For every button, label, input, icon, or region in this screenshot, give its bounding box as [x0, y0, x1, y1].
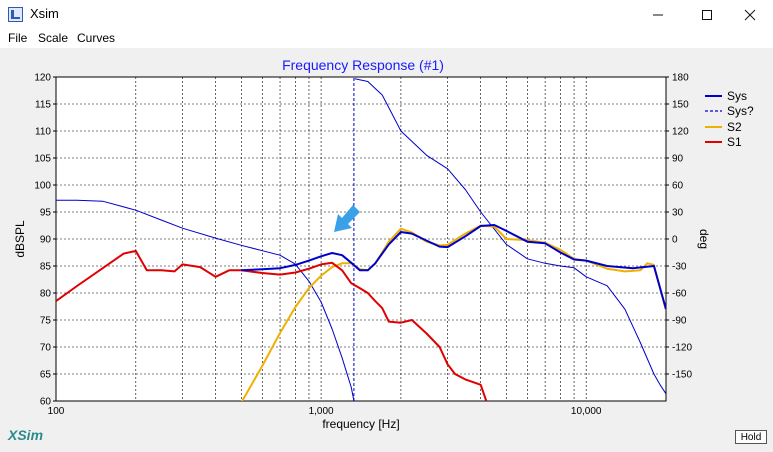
x-axis-label: frequency [Hz] [322, 417, 399, 431]
y-tick-label: 90 [40, 235, 52, 246]
close-button[interactable] [727, 0, 773, 30]
series-line-sys [241, 224, 666, 310]
close-icon [744, 9, 756, 21]
y-tick-label: 95 [40, 208, 52, 219]
y-tick-label: 65 [40, 370, 52, 381]
brand-logo: XSim [8, 427, 44, 443]
x-tick-label: 10,000 [571, 406, 602, 417]
y-tick-label: 105 [34, 154, 51, 165]
menu-curves[interactable]: Curves [77, 31, 116, 45]
hold-button[interactable]: Hold [735, 430, 767, 444]
plot-area: 60 65 70 75 80 85 90 95 100 105 110 115 120 -150 -120 -… [0, 48, 773, 447]
title-bar: Xsim [0, 0, 773, 30]
y2-tick-label: 0 [672, 235, 678, 246]
y-tick-label: 100 [34, 181, 51, 192]
legend-label: S2 [727, 120, 742, 134]
y2-tick-label: 30 [672, 208, 684, 219]
y-tick-label: 120 [34, 73, 51, 84]
y-tick-label: 115 [35, 100, 51, 111]
y2-tick-label: -150 [672, 370, 692, 381]
chart-title: Frequency Response (#1) [282, 57, 444, 73]
app-icon [8, 7, 23, 22]
y-tick-label: 110 [35, 127, 51, 138]
y2-tick-label: 90 [672, 154, 684, 165]
y-axis-label: dBSPL [13, 220, 27, 258]
y-tick-label: 75 [40, 316, 52, 327]
y2-tick-label: -60 [672, 289, 687, 300]
series-line-sys-phase-wrapped [354, 78, 666, 395]
y-tick-label: 80 [40, 289, 52, 300]
y2-tick-label: -90 [672, 316, 687, 327]
x-tick-label: 1,000 [309, 406, 334, 417]
y2-tick-label: 150 [672, 100, 689, 111]
y2-axis-label: deg [697, 229, 711, 249]
y2-tick-label: 60 [672, 181, 684, 192]
minimize-icon [653, 14, 663, 16]
y-tick-label: 60 [40, 397, 52, 408]
menu-scale[interactable]: Scale [38, 31, 69, 45]
minimize-button[interactable] [635, 0, 681, 30]
menu-file[interactable]: File [8, 31, 28, 45]
y2-tick-label: 120 [672, 127, 689, 138]
y2-tick-label: -30 [672, 262, 687, 273]
maximize-button[interactable] [684, 0, 730, 30]
legend-label: Sys? [727, 104, 754, 118]
y2-tick-label: -120 [672, 343, 692, 354]
legend-label: Sys [727, 89, 747, 103]
y2-tick-label: 180 [672, 73, 689, 84]
x-tick-label: 100 [48, 406, 65, 417]
menu-bar: File Scale Curves [0, 30, 773, 48]
maximize-icon [702, 10, 712, 20]
annotation-arrow-icon [334, 205, 360, 232]
window-title: Xsim [30, 6, 59, 21]
legend-label: S1 [727, 135, 742, 149]
y-tick-label: 85 [40, 262, 52, 273]
series-line-sys-phase [56, 199, 355, 401]
y-tick-label: 70 [40, 343, 52, 354]
series-line-s1 [56, 249, 488, 401]
frequency-response-chart[interactable]: 60 65 70 75 80 85 90 95 100 105 110 115 120 -150 -120 -… [0, 48, 773, 447]
